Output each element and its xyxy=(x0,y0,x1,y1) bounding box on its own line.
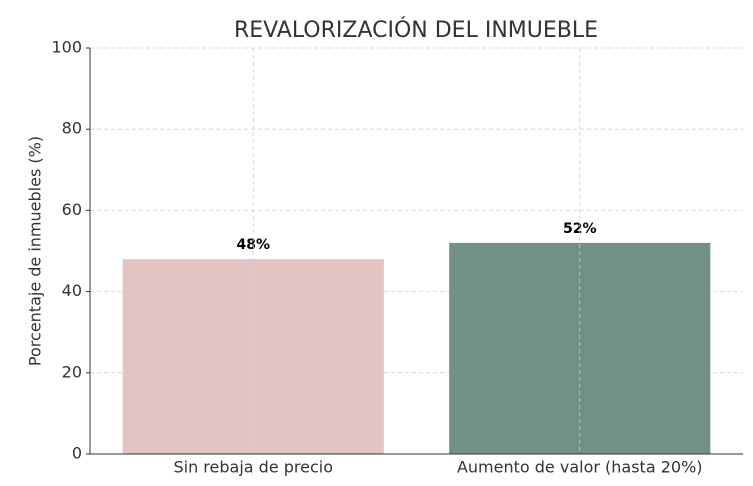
chart-title: REVALORIZACIÓN DEL INMUEBLE xyxy=(234,17,598,43)
y-axis-label: Porcentaje de inmuebles (%) xyxy=(26,136,45,366)
bar xyxy=(449,242,711,454)
y-tick-label: 80 xyxy=(62,119,82,138)
y-tick-label: 60 xyxy=(62,200,82,219)
x-tick-label: Aumento de valor (hasta 20%) xyxy=(457,458,703,477)
y-tick-label: 40 xyxy=(62,281,82,300)
y-tick-label: 0 xyxy=(72,444,82,463)
y-tick-label: 20 xyxy=(62,362,82,381)
value-label: 52% xyxy=(563,221,597,237)
y-tick-label: 100 xyxy=(51,38,82,57)
x-tick-label: Sin rebaja de precio xyxy=(173,458,333,477)
